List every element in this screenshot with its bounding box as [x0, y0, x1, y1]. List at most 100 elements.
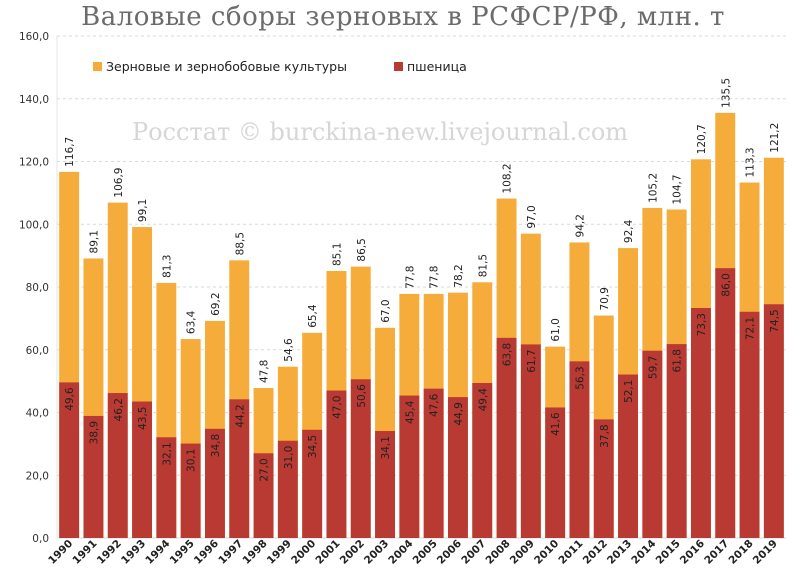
x-axis: 1990199119921993199419951996199719981999…	[46, 538, 780, 567]
bar-wheat-1998	[253, 453, 274, 538]
label-grain-2005: 77,8	[429, 266, 441, 289]
x-tick-label: 2015	[654, 538, 683, 567]
bar-wheat-1992	[107, 393, 128, 538]
x-tick-label: 2018	[727, 538, 756, 567]
label-grain-1993: 99,1	[137, 199, 149, 222]
label-wheat-2017: 86,0	[720, 273, 732, 296]
x-tick-label: 2007	[459, 538, 488, 567]
x-tick-label: 2016	[678, 538, 707, 567]
label-grain-1994: 81,3	[161, 255, 173, 278]
bar-wheat-2017	[715, 268, 736, 538]
bar-wheat-2006	[447, 397, 468, 538]
label-wheat-2014: 59,7	[647, 356, 659, 379]
label-wheat-2013: 52,1	[623, 380, 635, 403]
watermark-layer: Росстат © burckina-new.livejournal.com	[132, 118, 628, 146]
x-tick-label: 2013	[605, 538, 634, 567]
label-wheat-2000: 34,5	[307, 435, 319, 458]
label-wheat-2001: 47,0	[331, 396, 343, 419]
bar-wheat-1996	[204, 428, 225, 538]
bar-wheat-2019	[763, 304, 784, 538]
label-wheat-1995: 30,1	[186, 449, 198, 472]
label-grain-1996: 69,2	[210, 292, 222, 315]
y-tick-label: 100,0	[19, 219, 49, 231]
label-wheat-2004: 45,4	[404, 400, 416, 424]
label-wheat-1999: 31,0	[283, 446, 295, 469]
x-tick-label: 2010	[532, 538, 561, 567]
y-tick-label: 160,0	[19, 31, 49, 43]
bar-wheat-2008	[496, 337, 517, 538]
y-tick-label: 120,0	[19, 157, 49, 169]
legend: Зерновые и зернобобовые культуры пшеница	[93, 59, 467, 74]
label-grain-1995: 63,4	[186, 310, 198, 334]
x-tick-label: 1991	[70, 538, 99, 567]
x-tick-label: 2005	[411, 538, 440, 567]
y-tick-label: 40,0	[26, 408, 49, 420]
y-axis: 0,0 20,0 40,0 60,0 80,0 100,0 120,0 140,0 160,0	[19, 31, 49, 545]
x-tick-label: 2008	[484, 538, 513, 567]
label-grain-2010: 61,0	[550, 318, 562, 341]
label-grain-2016: 120,7	[696, 124, 708, 154]
bar-wheat-2007	[472, 383, 493, 538]
bar-wheat-2018	[739, 311, 760, 538]
legend-swatch-wheat	[394, 62, 403, 71]
label-wheat-2003: 34,1	[380, 436, 392, 459]
x-tick-label: 1992	[95, 538, 124, 567]
label-wheat-1990: 49,6	[64, 387, 76, 411]
value-labels: 116,7 49,6 89,1 38,9 106,9 46,2 99,1 43,5 81,3 32…	[64, 78, 781, 482]
label-wheat-2018: 72,1	[745, 317, 757, 340]
legend-label-wheat: пшеница	[407, 59, 467, 74]
label-wheat-2012: 37,8	[599, 424, 611, 447]
bars	[59, 112, 784, 539]
legend-label-grain: Зерновые и зернобобовые культуры	[106, 59, 347, 74]
label-grain-1998: 47,8	[259, 360, 271, 383]
label-wheat-1996: 34,8	[210, 434, 222, 457]
y-tick-label: 80,0	[26, 282, 49, 294]
label-grain-2015: 104,7	[672, 174, 684, 204]
bar-wheat-2013	[618, 374, 639, 538]
bar-wheat-1991	[83, 415, 104, 538]
x-tick-label: 1999	[265, 538, 294, 567]
x-tick-label: 1997	[216, 538, 245, 567]
label-wheat-1993: 43,5	[137, 407, 149, 430]
label-grain-2009: 97,0	[526, 205, 538, 228]
bar-wheat-2009	[520, 344, 541, 538]
bar-wheat-2000	[302, 429, 323, 538]
label-wheat-2006: 44,9	[453, 402, 465, 425]
label-grain-2014: 105,2	[647, 173, 659, 203]
label-wheat-2007: 49,4	[477, 388, 489, 412]
label-grain-2004: 77,8	[404, 266, 416, 289]
x-tick-label: 2019	[751, 538, 780, 567]
bar-wheat-2014	[642, 350, 663, 538]
y-tick-label: 0,0	[32, 533, 49, 545]
label-grain-2007: 81,5	[477, 254, 489, 277]
bar-wheat-2011	[569, 361, 590, 538]
y-tick-label: 20,0	[26, 470, 49, 482]
x-tick-label: 1996	[192, 538, 221, 567]
x-tick-label: 2004	[386, 538, 415, 567]
label-grain-2017: 135,5	[720, 78, 732, 108]
label-grain-2019: 121,2	[769, 123, 781, 153]
x-tick-label: 2006	[435, 538, 464, 567]
bar-wheat-1995	[180, 443, 201, 538]
legend-swatch-grain	[93, 62, 102, 71]
label-grain-2003: 67,0	[380, 299, 392, 322]
watermark: Росстат © burckina-new.livejournal.com	[132, 118, 628, 146]
bar-wheat-1997	[229, 399, 250, 538]
label-wheat-2019: 74,5	[769, 309, 781, 332]
label-wheat-2011: 56,3	[574, 366, 586, 389]
label-grain-2013: 92,4	[623, 219, 635, 243]
bar-wheat-1999	[277, 440, 298, 538]
label-grain-1990: 116,7	[64, 137, 76, 167]
label-wheat-1997: 44,2	[234, 404, 246, 427]
label-grain-1991: 89,1	[88, 230, 100, 253]
x-tick-label: 1998	[241, 538, 270, 567]
label-grain-2001: 85,1	[331, 243, 343, 266]
x-tick-label: 1993	[119, 538, 148, 567]
label-grain-2012: 70,9	[599, 287, 611, 310]
chart-title: Валовые сборы зерновых в РСФСР/РФ, млн. …	[81, 2, 725, 32]
label-wheat-2008: 63,8	[502, 343, 514, 366]
label-wheat-2010: 41,6	[550, 412, 562, 436]
x-tick-label: 2014	[629, 538, 658, 567]
label-grain-2018: 113,3	[745, 147, 757, 177]
